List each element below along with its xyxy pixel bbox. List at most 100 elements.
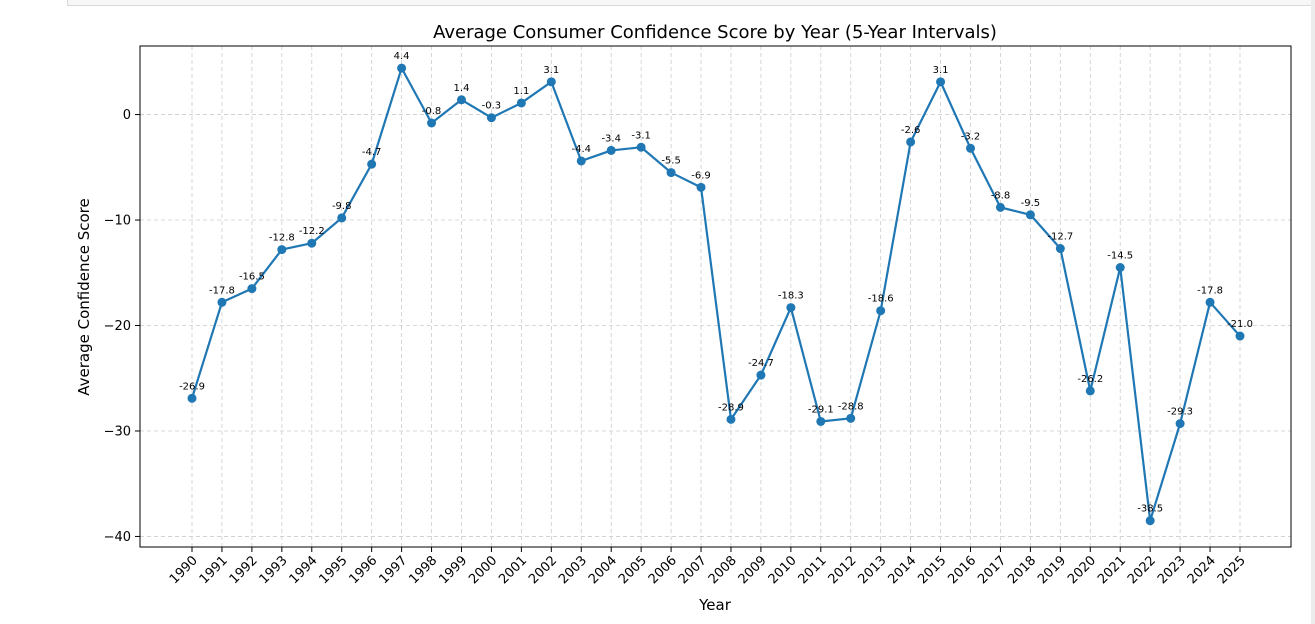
data-label: -12.2 xyxy=(299,226,325,237)
x-tick-label: 2001 xyxy=(496,553,530,587)
data-label: -8.8 xyxy=(991,190,1011,201)
data-point xyxy=(756,370,766,380)
data-point xyxy=(606,145,616,155)
data-point xyxy=(726,414,736,424)
data-point xyxy=(1235,331,1245,341)
data-label: -17.8 xyxy=(1197,285,1223,296)
data-label: 1.1 xyxy=(513,86,529,97)
x-tick-label: 2013 xyxy=(856,553,890,587)
data-point xyxy=(516,98,526,108)
data-label: -26.2 xyxy=(1077,374,1103,385)
scrollbar-track[interactable] xyxy=(1311,0,1315,624)
data-point xyxy=(456,95,466,105)
data-label: -4.4 xyxy=(571,144,591,155)
data-label: -14.5 xyxy=(1107,250,1133,261)
y-tick-label: −30 xyxy=(104,424,131,439)
x-axis-ticks: 1990199119921993199419951996199719981999… xyxy=(167,547,1249,587)
x-tick-label: 2012 xyxy=(826,553,860,587)
data-point xyxy=(966,143,976,153)
x-tick-label: 2018 xyxy=(1005,553,1039,587)
data-label: -0.8 xyxy=(422,106,442,117)
data-label: -38.5 xyxy=(1137,504,1163,515)
data-point xyxy=(636,142,646,152)
y-axis-label: Average Confidence Score xyxy=(75,198,93,395)
x-tick-label: 1999 xyxy=(436,553,470,587)
data-label: -28.8 xyxy=(838,401,864,412)
y-tick-label: −20 xyxy=(104,319,131,334)
data-label: -26.9 xyxy=(179,381,205,392)
data-point xyxy=(247,284,257,294)
data-point xyxy=(1175,419,1185,429)
x-tick-label: 2023 xyxy=(1155,553,1189,587)
data-label: -21.0 xyxy=(1227,319,1253,330)
x-tick-label: 2006 xyxy=(646,553,680,587)
x-tick-label: 2007 xyxy=(676,553,710,587)
data-label: -2.6 xyxy=(901,125,921,136)
data-label: -5.5 xyxy=(661,156,681,167)
data-point xyxy=(1115,262,1125,272)
data-label: -16.5 xyxy=(239,272,265,283)
x-tick-label: 1991 xyxy=(197,553,231,587)
data-label: -3.4 xyxy=(601,133,621,144)
y-tick-label: −40 xyxy=(104,530,131,545)
data-point xyxy=(816,416,826,426)
x-tick-label: 2014 xyxy=(885,553,919,587)
x-tick-label: 1995 xyxy=(317,553,351,587)
data-point xyxy=(277,245,287,255)
y-axis-ticks: 0 −10 −20 −30 −40 xyxy=(104,108,140,545)
x-tick-label: 2021 xyxy=(1095,553,1129,587)
x-tick-label: 2009 xyxy=(736,553,770,587)
data-point xyxy=(576,156,586,166)
data-point xyxy=(1025,210,1035,220)
data-label: -18.3 xyxy=(778,291,804,302)
data-labels: -26.9 -17.8 -16.5 -12.8 -12.2 -9.8 -4.7 4.4 -0.8… xyxy=(179,51,1253,514)
x-tick-label: 2000 xyxy=(466,553,500,587)
x-tick-label: 1996 xyxy=(346,553,380,587)
data-point xyxy=(786,303,796,313)
data-label: -12.8 xyxy=(269,233,295,244)
x-tick-label: 2016 xyxy=(945,553,979,587)
x-tick-label: 1993 xyxy=(257,553,291,587)
data-point xyxy=(397,63,407,73)
x-tick-label: 2024 xyxy=(1185,553,1219,587)
x-tick-label: 1994 xyxy=(287,553,321,587)
x-tick-label: 2008 xyxy=(706,553,740,587)
data-label: -29.3 xyxy=(1167,407,1193,418)
data-points xyxy=(187,63,1245,526)
data-point xyxy=(1205,297,1215,307)
y-tick-label: 0 xyxy=(123,108,131,123)
data-label: -9.8 xyxy=(332,201,352,212)
data-point xyxy=(1145,516,1155,526)
data-label: -24.7 xyxy=(748,358,774,369)
data-label: -3.2 xyxy=(961,131,981,142)
data-label: -17.8 xyxy=(209,285,235,296)
plot-area-frame xyxy=(139,45,1292,548)
x-tick-label: 2011 xyxy=(796,553,830,587)
data-point xyxy=(1085,386,1095,396)
data-point xyxy=(367,159,377,169)
data-label: 1.4 xyxy=(454,83,470,94)
x-tick-label: 2020 xyxy=(1065,553,1099,587)
y-tick-label: −10 xyxy=(104,214,131,229)
data-label: -29.1 xyxy=(808,404,834,415)
x-tick-label: 2003 xyxy=(556,553,590,587)
x-tick-label: 2025 xyxy=(1215,553,1249,587)
data-point xyxy=(876,306,886,316)
x-tick-label: 1990 xyxy=(167,553,201,587)
data-label: -4.7 xyxy=(362,147,382,158)
data-point xyxy=(486,113,496,123)
data-label: -3.1 xyxy=(631,130,651,141)
data-point xyxy=(906,137,916,147)
grid xyxy=(140,46,1291,547)
x-tick-label: 2005 xyxy=(616,553,650,587)
data-point xyxy=(337,213,347,223)
x-tick-label: 2004 xyxy=(586,553,620,587)
data-label: 3.1 xyxy=(543,65,559,76)
x-tick-label: 1997 xyxy=(376,553,410,587)
data-label: -6.9 xyxy=(691,170,711,181)
x-tick-label: 2002 xyxy=(526,553,560,587)
data-point xyxy=(936,77,946,87)
x-axis-label: Year xyxy=(698,596,732,614)
x-tick-label: 1998 xyxy=(406,553,440,587)
x-tick-label: 1992 xyxy=(227,553,261,587)
